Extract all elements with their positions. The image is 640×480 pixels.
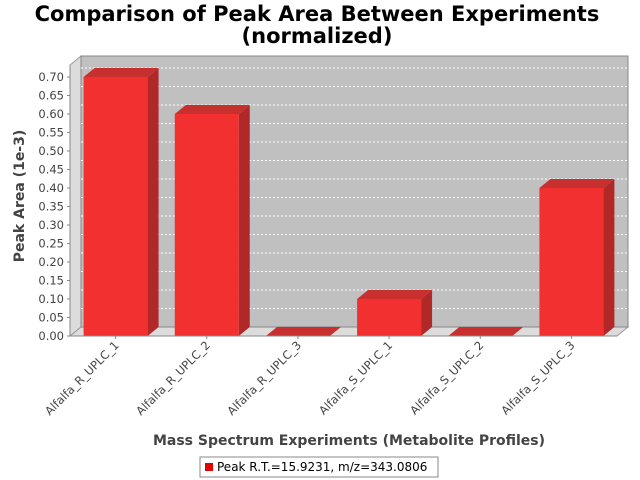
bar [174,105,250,336]
bar [539,179,615,336]
bar [448,327,524,336]
x-tick-label: Alfalfa_R_UPLC_1 [42,338,122,418]
gridlines [81,67,628,309]
bar-side [147,68,159,336]
y-axis-label: Peak Area (1e-3) [12,130,28,263]
y-tick-label: 0.05 [38,311,64,325]
y-tick-label: 0.70 [38,70,64,84]
y-tick-label: 0.15 [38,274,64,288]
x-axis-ticks: Alfalfa_R_UPLC_1 Alfalfa_R_UPLC_2 Alfalfa_… [42,336,578,418]
y-tick-label: 0.30 [38,218,64,232]
legend-label: Peak R.T.=15.9231, m/z=343.0806 [217,460,427,474]
y-axis-ticks: 0.00 0.05 0.10 0.15 0.20 0.25 0.30 0.35 0.40 0.45… [38,70,70,343]
bar [265,327,341,336]
bar-front [539,188,604,336]
y-tick-label: 0.55 [38,126,64,140]
legend-swatch [205,463,213,471]
chart-title-line2: (normalized) [242,24,393,48]
x-tick-label: Alfalfa_S_UPLC_1 [316,338,395,417]
y-tick-label: 0.25 [38,237,64,251]
y-tick-label: 0.45 [38,163,64,177]
x-tick-label: Alfalfa_R_UPLC_3 [224,338,304,418]
y-tick-label: 0.65 [38,89,64,103]
y-tick-label: 0.60 [38,107,64,121]
bar-front [83,77,148,336]
bars [83,68,615,336]
legend: Peak R.T.=15.9231, m/z=343.0806 [199,456,439,478]
bar-top [448,327,524,336]
bar [357,290,433,336]
y-tick-label: 0.35 [38,200,64,214]
bar-top [539,179,615,188]
bar-side [603,179,615,336]
bar-front [357,299,422,336]
y-tick-label: 0.20 [38,255,64,269]
plot-background [80,55,629,328]
x-tick-label: Alfalfa_S_UPLC_2 [407,338,486,417]
bar-top [265,327,341,336]
chart-title-line1: Comparison of Peak Area Between Experime… [35,2,600,26]
y-tick-label: 0.00 [38,329,64,343]
x-tick-label: Alfalfa_R_UPLC_2 [133,338,213,418]
bar [83,68,159,336]
y-tick-label: 0.40 [38,181,64,195]
x-tick-label: Alfalfa_S_UPLC_3 [498,338,577,417]
bar-front [174,114,239,336]
bar-top [174,105,250,114]
plot-left-wall [69,54,82,338]
bar-side [238,105,250,336]
bar-top [83,68,159,77]
y-tick-label: 0.10 [38,292,64,306]
x-axis-label: Mass Spectrum Experiments (Metabolite Pr… [153,433,545,449]
y-tick-label: 0.50 [38,144,64,158]
bar-side [421,290,433,336]
bar-top [357,290,433,299]
legend-box [199,456,439,478]
